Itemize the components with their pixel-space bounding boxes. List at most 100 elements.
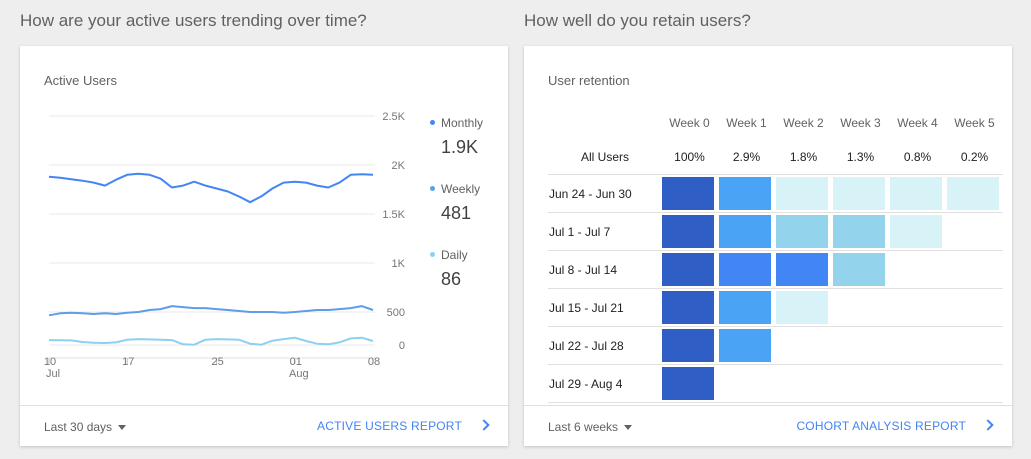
all-users-value: 1.3% xyxy=(832,139,889,175)
retention-heat-block xyxy=(719,177,771,210)
retention-heat-block xyxy=(833,177,885,210)
cohort-cell xyxy=(946,326,1003,365)
cohort-cell[interactable] xyxy=(718,250,775,289)
legend-label: Daily xyxy=(430,248,468,262)
cohort-corner xyxy=(548,106,661,139)
cohort-cell[interactable] xyxy=(775,288,832,327)
active-users-card: Active Users 2.5K 2K 1.5K 1K 500 0 10 Jul 17 25 01… xyxy=(20,46,508,446)
cohort-row: Jul 1 - Jul 7 xyxy=(548,212,1003,251)
date-range-label: Last 30 days xyxy=(44,420,113,434)
cohort-cell[interactable] xyxy=(889,174,946,213)
legend-dot-icon xyxy=(430,252,435,257)
cohort-cell[interactable] xyxy=(775,250,832,289)
cohort-cell xyxy=(946,364,1003,403)
retention-heat-block xyxy=(890,215,942,248)
cohort-cell[interactable] xyxy=(718,326,775,365)
cohort-row: Jun 24 - Jun 30 xyxy=(548,174,1003,213)
legend-value: 86 xyxy=(441,269,462,289)
retention-heat-block xyxy=(662,329,714,362)
cohort-cell[interactable] xyxy=(889,212,946,251)
retention-range-dropdown[interactable]: Last 6 weeks xyxy=(548,420,633,434)
date-range-dropdown[interactable]: Last 30 days xyxy=(44,420,127,434)
cohort-row: Jul 8 - Jul 14 xyxy=(548,250,1003,289)
cohort-cell[interactable] xyxy=(661,364,718,403)
cohort-row-label: Jul 15 - Jul 21 xyxy=(548,288,661,327)
cohort-cell[interactable] xyxy=(775,212,832,251)
cohort-cell[interactable] xyxy=(775,174,832,213)
cohort-cell xyxy=(832,364,889,403)
cohort-cell[interactable] xyxy=(661,212,718,251)
cohort-cell xyxy=(775,326,832,365)
y-tick-label: 0 xyxy=(399,340,405,352)
cohort-row: Jul 15 - Jul 21 xyxy=(548,288,1003,327)
retention-heat-block xyxy=(662,215,714,248)
retention-heat-block xyxy=(662,177,714,210)
all-users-value: 2.9% xyxy=(718,139,775,175)
cohort-table: Week 0 Week 1 Week 2 Week 3 Week 4 Week 5 All … xyxy=(548,106,1003,403)
week-header: Week 3 xyxy=(840,115,881,130)
legend-dot-icon xyxy=(430,186,435,191)
retention-heat-block xyxy=(662,367,714,400)
cohort-cell[interactable] xyxy=(718,288,775,327)
cohort-cell xyxy=(946,212,1003,251)
retention-card-title: User retention xyxy=(548,73,630,88)
cohort-cell[interactable] xyxy=(832,250,889,289)
retention-heat-block xyxy=(890,177,942,210)
cohort-row: Jul 22 - Jul 28 xyxy=(548,326,1003,365)
legend-item-weekly: Weekly 481 xyxy=(430,182,480,224)
legend-value: 481 xyxy=(441,203,472,223)
all-users-value: 1.8% xyxy=(775,139,832,175)
series-line-monthly xyxy=(48,172,374,204)
cohort-cell[interactable] xyxy=(718,174,775,213)
cohort-row-label: Jul 29 - Aug 4 xyxy=(548,364,661,403)
x-tick-label: 01 xyxy=(290,356,302,368)
retention-heat-block xyxy=(662,253,714,286)
retention-heat-block xyxy=(719,291,771,324)
cohort-cell xyxy=(832,326,889,365)
active-users-card-title: Active Users xyxy=(44,73,117,88)
cohort-cell[interactable] xyxy=(832,212,889,251)
retention-heat-block xyxy=(776,215,828,248)
x-tick-sublabel: Aug xyxy=(289,368,309,380)
cohort-row-label: Jul 8 - Jul 14 xyxy=(548,250,661,289)
active-users-section-title: How are your active users trending over … xyxy=(20,11,367,30)
cohort-cell xyxy=(889,364,946,403)
cohort-analysis-report-link[interactable]: COHORT ANALYSIS REPORT xyxy=(796,419,994,433)
series-line-daily xyxy=(48,336,374,346)
all-users-value: 0.8% xyxy=(889,139,946,175)
retention-heat-block xyxy=(776,291,828,324)
retention-heat-block xyxy=(719,253,771,286)
y-tick-label: 500 xyxy=(387,307,405,319)
cohort-cell[interactable] xyxy=(661,250,718,289)
cohort-cell[interactable] xyxy=(832,174,889,213)
cohort-cell[interactable] xyxy=(661,288,718,327)
all-users-label: All Users xyxy=(548,139,661,175)
chevron-right-icon xyxy=(982,419,994,431)
retention-heat-block xyxy=(833,253,885,286)
active-users-report-link[interactable]: ACTIVE USERS REPORT xyxy=(317,419,490,433)
legend-name: Monthly xyxy=(441,116,484,130)
x-tick-label: 25 xyxy=(211,356,223,368)
cohort-cell xyxy=(775,364,832,403)
cohort-cell[interactable] xyxy=(661,326,718,365)
legend-item-daily: Daily 86 xyxy=(430,248,468,290)
cohort-row-label: Jul 1 - Jul 7 xyxy=(548,212,661,251)
retention-heat-block xyxy=(662,291,714,324)
cohort-row-label: Jun 24 - Jun 30 xyxy=(548,174,661,213)
cohort-cell[interactable] xyxy=(718,212,775,251)
all-users-row: All Users 100% 2.9% 1.8% 1.3% 0.8% 0.2% xyxy=(548,139,1003,175)
retention-range-label: Last 6 weeks xyxy=(548,420,619,434)
retention-heat-block xyxy=(719,329,771,362)
week-header: Week 2 xyxy=(783,115,824,130)
retention-heat-block xyxy=(776,253,828,286)
legend-dot-icon xyxy=(430,120,435,125)
cohort-cell[interactable] xyxy=(661,174,718,213)
caret-down-icon xyxy=(118,425,127,431)
retention-heat-block xyxy=(776,177,828,210)
cohort-cell[interactable] xyxy=(946,174,1003,213)
all-users-value: 0.2% xyxy=(946,139,1003,175)
legend-label: Monthly xyxy=(430,116,483,130)
chevron-right-icon xyxy=(478,419,490,431)
retention-heat-block xyxy=(833,215,885,248)
